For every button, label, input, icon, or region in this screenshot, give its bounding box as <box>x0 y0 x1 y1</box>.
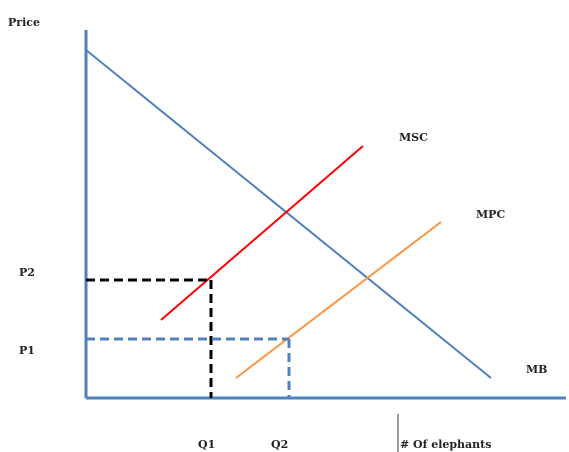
msc-label: MSC <box>399 131 428 144</box>
p1-label: P1 <box>19 344 35 357</box>
mpc-label: MPC <box>476 208 506 221</box>
p2-label: P2 <box>19 266 35 279</box>
mb-curve <box>85 49 492 379</box>
y-axis-label: Price <box>8 16 40 29</box>
msc-curve <box>160 145 364 321</box>
q2-label: Q2 <box>271 438 289 451</box>
q1-label: Q1 <box>198 438 216 451</box>
x-axis-label: # Of elephants <box>400 438 492 451</box>
mpc-curve <box>235 221 442 379</box>
mb-label: MB <box>526 363 548 376</box>
